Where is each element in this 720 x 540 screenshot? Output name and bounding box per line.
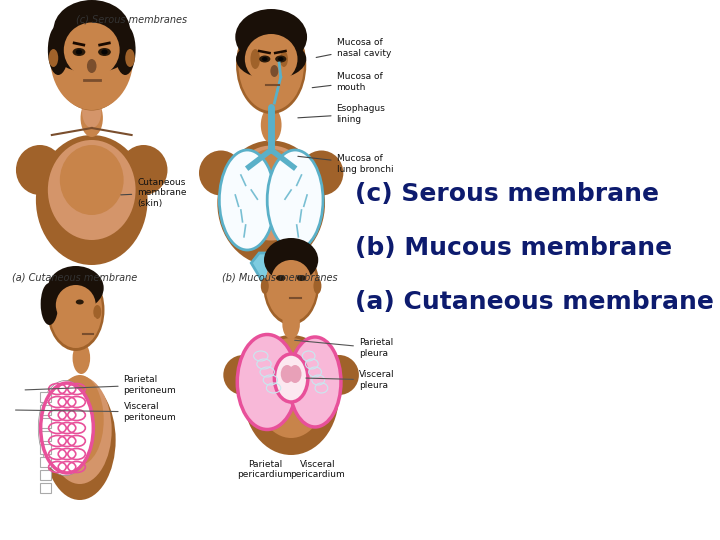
Ellipse shape (56, 8, 127, 108)
Ellipse shape (297, 275, 306, 281)
Ellipse shape (50, 272, 102, 348)
Ellipse shape (16, 145, 64, 195)
Ellipse shape (53, 0, 130, 60)
Ellipse shape (54, 31, 129, 73)
Bar (40, 483, 51, 493)
Text: Visceral
pericardium: Visceral pericardium (290, 460, 345, 480)
Ellipse shape (60, 145, 124, 215)
Ellipse shape (281, 365, 294, 383)
Text: Mucosa of
mouth: Mucosa of mouth (312, 72, 382, 92)
Ellipse shape (235, 9, 307, 65)
Bar (40, 405, 51, 415)
Bar (40, 444, 51, 454)
Ellipse shape (120, 145, 168, 195)
Ellipse shape (44, 380, 116, 500)
Ellipse shape (275, 56, 287, 63)
Ellipse shape (199, 151, 243, 195)
Ellipse shape (125, 49, 135, 67)
Ellipse shape (261, 278, 269, 294)
Ellipse shape (81, 99, 103, 137)
Ellipse shape (236, 16, 306, 114)
Ellipse shape (261, 107, 282, 143)
Text: Parietal
pericardium: Parietal pericardium (238, 460, 292, 480)
Ellipse shape (229, 145, 313, 240)
Ellipse shape (319, 355, 359, 395)
Ellipse shape (300, 151, 343, 195)
Ellipse shape (217, 140, 325, 266)
Ellipse shape (243, 335, 339, 455)
Ellipse shape (271, 65, 279, 77)
Ellipse shape (91, 317, 97, 327)
Ellipse shape (49, 49, 58, 67)
Text: (b) Mucous membrane: (b) Mucous membrane (355, 236, 672, 260)
Ellipse shape (313, 278, 321, 294)
Text: Mucosa of
lung bronchi: Mucosa of lung bronchi (298, 154, 393, 174)
Text: Esophagus
lining: Esophagus lining (298, 104, 385, 124)
Ellipse shape (264, 238, 318, 282)
Ellipse shape (48, 25, 68, 75)
Ellipse shape (76, 300, 84, 305)
Text: Mucosa of
nasal cavity: Mucosa of nasal cavity (316, 38, 391, 58)
Ellipse shape (98, 48, 111, 56)
Ellipse shape (276, 275, 286, 281)
Ellipse shape (94, 305, 102, 319)
Ellipse shape (36, 135, 148, 265)
Text: (a) Cutaneous membrane: (a) Cutaneous membrane (12, 272, 138, 282)
Text: (a) Cutaneous membrane: (a) Cutaneous membrane (355, 290, 714, 314)
Ellipse shape (266, 248, 317, 322)
Ellipse shape (238, 19, 304, 111)
Text: (c) Serous membranes: (c) Serous membranes (76, 14, 187, 24)
Ellipse shape (53, 5, 131, 111)
Text: Parietal
peritoneum: Parietal peritoneum (25, 375, 176, 395)
Bar (40, 457, 51, 467)
Bar (40, 392, 51, 402)
Ellipse shape (73, 342, 90, 374)
Ellipse shape (56, 375, 104, 465)
Ellipse shape (87, 59, 96, 73)
Ellipse shape (282, 309, 300, 339)
Bar (40, 470, 51, 480)
Ellipse shape (73, 48, 86, 56)
Ellipse shape (289, 337, 341, 427)
Ellipse shape (236, 39, 306, 79)
Ellipse shape (48, 266, 104, 310)
Text: Cutaneous
membrane
(skin): Cutaneous membrane (skin) (121, 178, 186, 208)
Ellipse shape (289, 365, 302, 383)
Ellipse shape (280, 51, 288, 67)
Ellipse shape (56, 285, 96, 325)
Ellipse shape (255, 338, 327, 438)
Ellipse shape (40, 283, 58, 325)
Text: (b) Mucous membranes: (b) Mucous membranes (222, 272, 338, 282)
Ellipse shape (47, 269, 104, 351)
Ellipse shape (245, 34, 297, 84)
Ellipse shape (238, 334, 297, 429)
Polygon shape (251, 253, 287, 283)
Ellipse shape (220, 150, 275, 250)
Ellipse shape (38, 381, 92, 476)
Ellipse shape (64, 23, 120, 78)
Ellipse shape (240, 149, 302, 217)
Ellipse shape (259, 56, 271, 63)
Ellipse shape (274, 354, 308, 402)
Bar (40, 431, 51, 441)
Ellipse shape (76, 50, 82, 55)
Ellipse shape (115, 25, 135, 75)
Ellipse shape (271, 260, 311, 300)
Ellipse shape (267, 150, 323, 250)
Text: Visceral
peritoneum: Visceral peritoneum (16, 402, 176, 422)
Ellipse shape (278, 57, 284, 61)
Ellipse shape (223, 355, 264, 395)
Ellipse shape (264, 245, 319, 325)
Ellipse shape (82, 96, 102, 128)
Circle shape (50, 6, 133, 110)
Text: Parietal
pleura: Parietal pleura (294, 338, 393, 357)
Text: Visceral
pleura: Visceral pleura (306, 370, 395, 390)
Text: (c) Serous membrane: (c) Serous membrane (355, 182, 659, 206)
Ellipse shape (251, 49, 260, 69)
Bar (40, 418, 51, 428)
Ellipse shape (48, 140, 135, 240)
Ellipse shape (48, 376, 112, 484)
Ellipse shape (262, 57, 268, 61)
Ellipse shape (102, 50, 108, 55)
